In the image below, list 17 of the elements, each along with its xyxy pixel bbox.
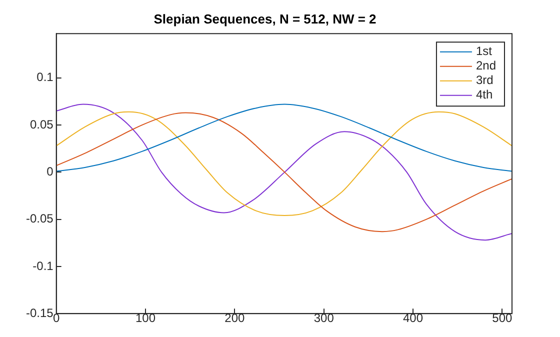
y-tick-label: -0.05 bbox=[26, 212, 54, 226]
legend-label: 1st bbox=[476, 44, 493, 58]
x-tick-label: 400 bbox=[403, 311, 424, 326]
x-tick-label: 500 bbox=[492, 311, 513, 326]
y-tick-label: 0 bbox=[46, 164, 54, 178]
y-tick-label: 0.05 bbox=[30, 117, 54, 132]
line-series bbox=[56, 104, 512, 172]
x-tick-label: 100 bbox=[136, 311, 156, 326]
chart-title: Slepian Sequences, N = 512, NW = 2 bbox=[154, 11, 376, 26]
legend-label: 2nd bbox=[476, 58, 496, 73]
y-tick-label: -0.15 bbox=[26, 306, 54, 320]
legend-label: 3rd bbox=[476, 73, 494, 88]
x-tick-label: 300 bbox=[314, 311, 334, 326]
legend-label: 4th bbox=[476, 88, 493, 102]
y-tick-label: 0.1 bbox=[36, 70, 54, 84]
y-tick-label: -0.1 bbox=[32, 258, 54, 273]
x-tick-label: 200 bbox=[224, 311, 246, 326]
